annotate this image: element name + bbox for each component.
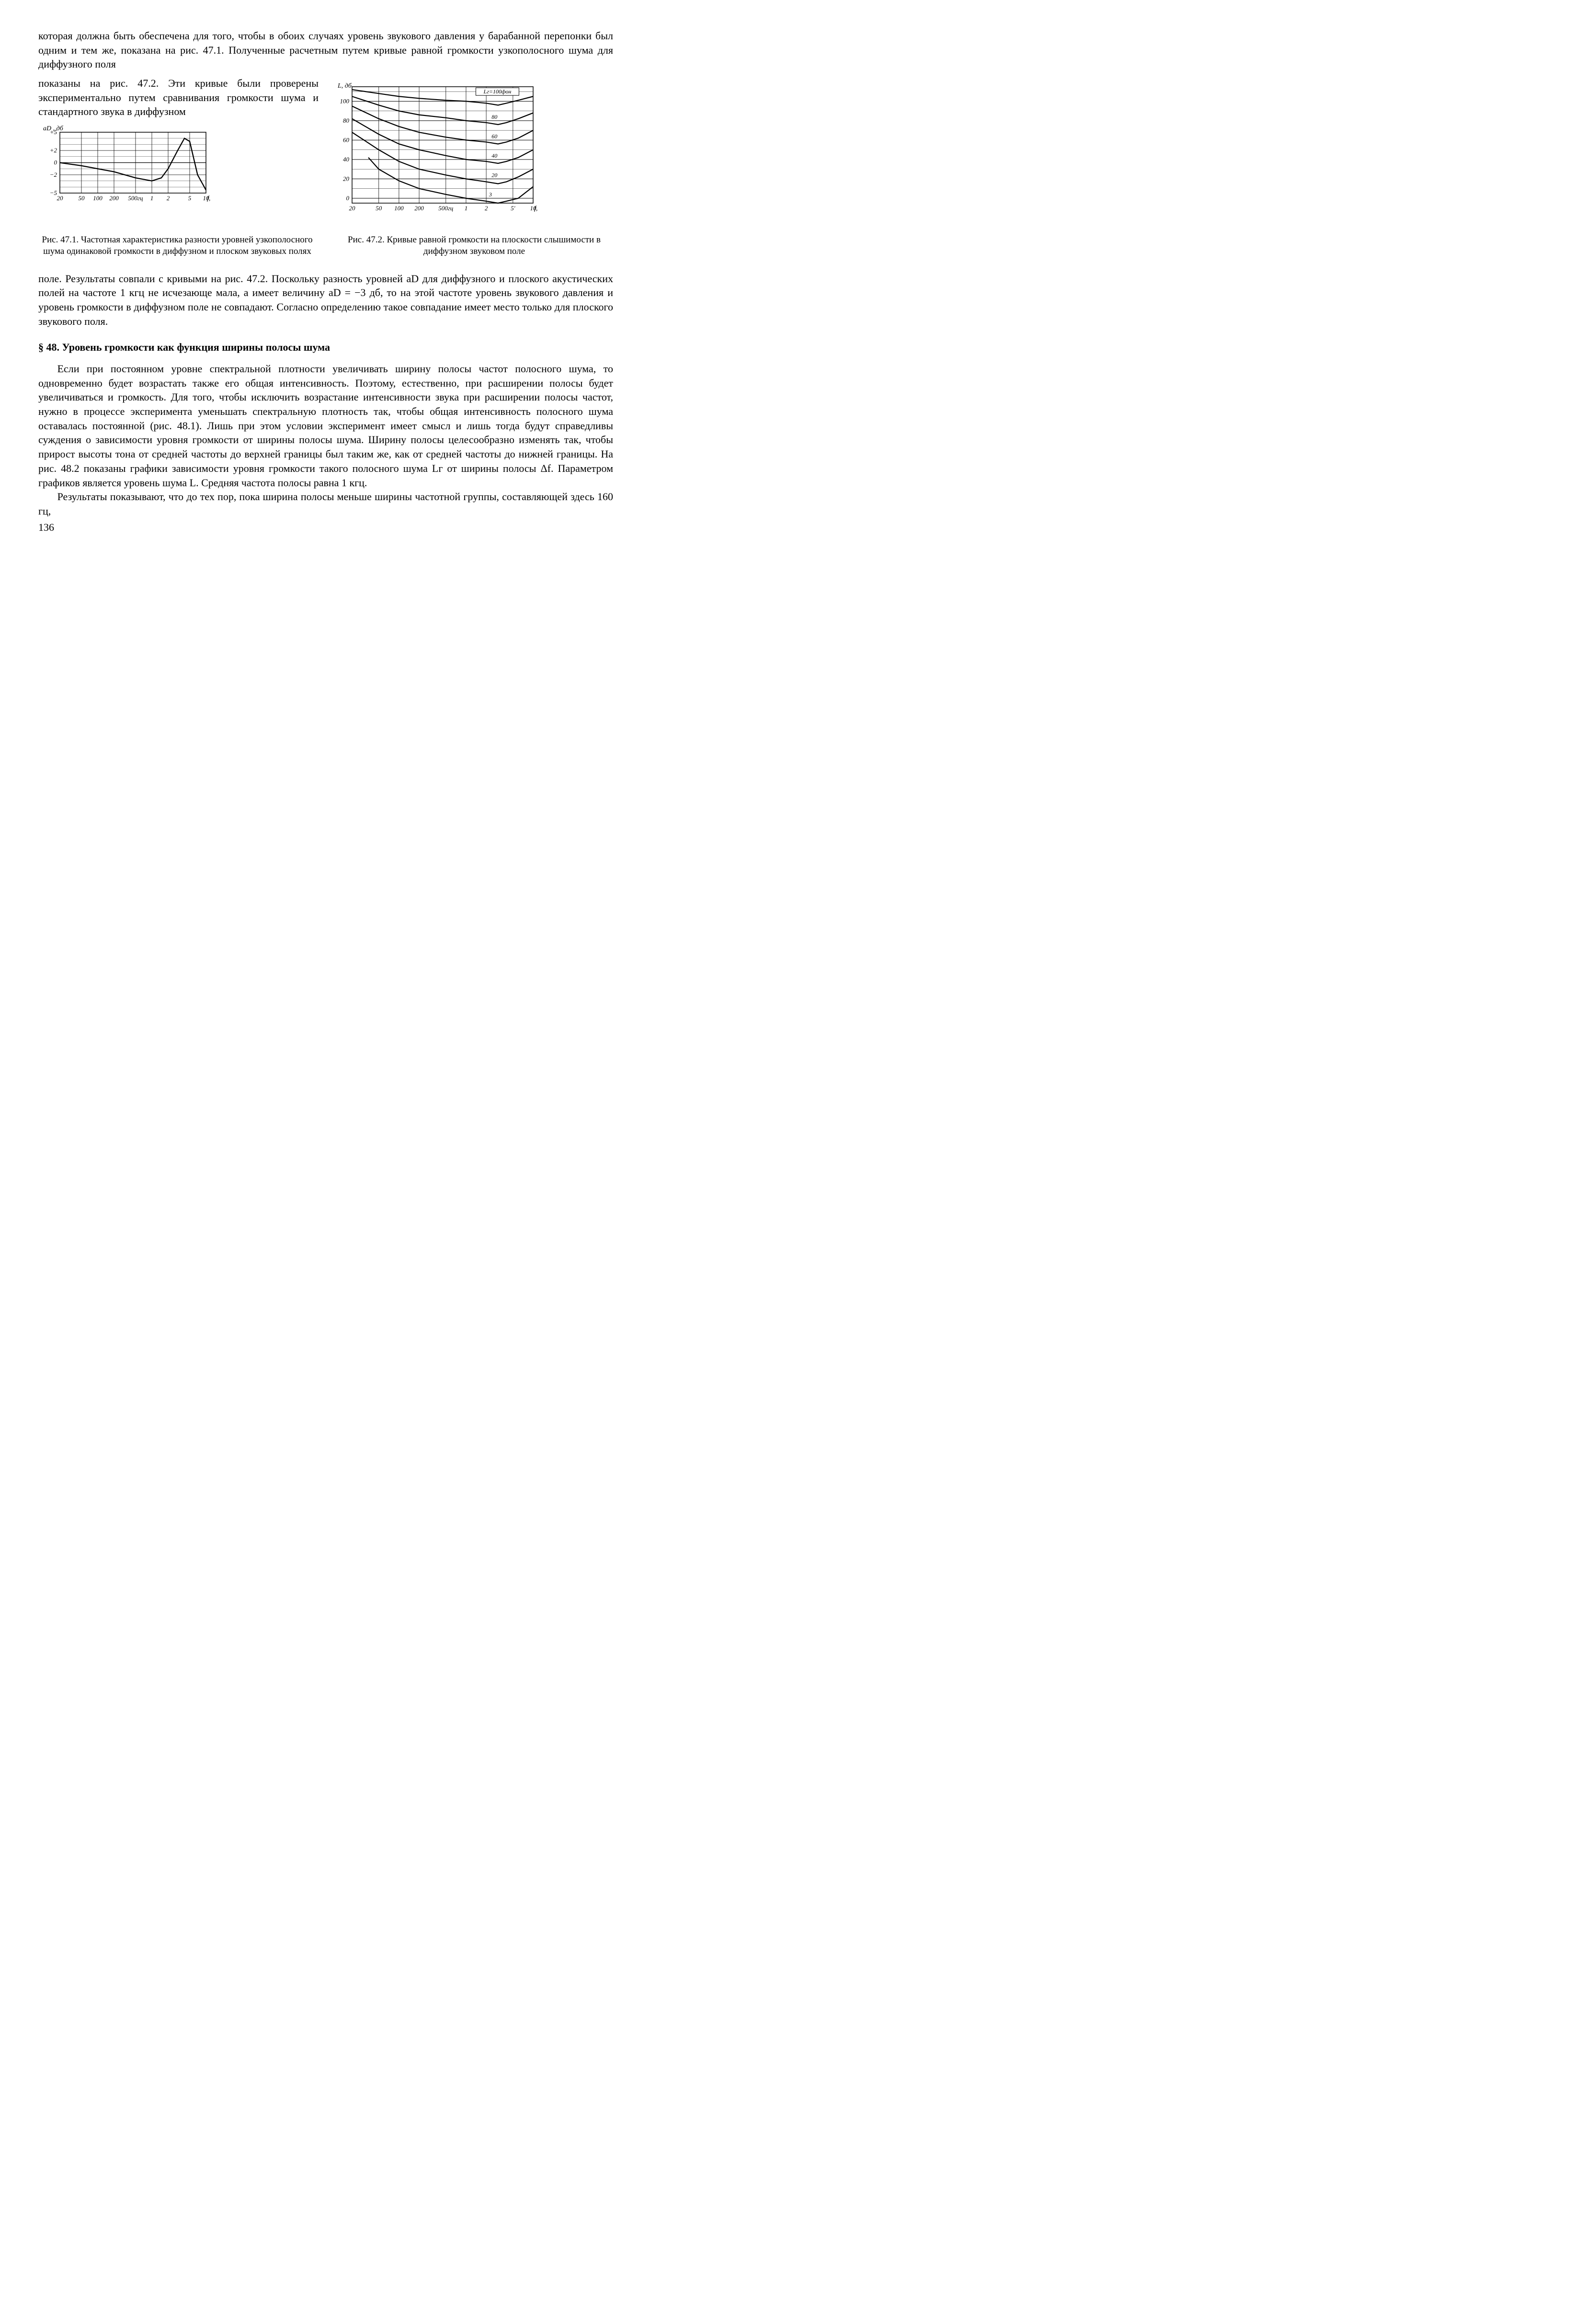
svg-text:f, кгц: f, кгц xyxy=(534,205,539,212)
chart-47-2-svg: L, дб0204060801002050100200500гц125'10f,… xyxy=(333,81,539,215)
svg-text:0: 0 xyxy=(54,159,57,166)
svg-text:100: 100 xyxy=(340,97,350,104)
body-paragraph: которая должна быть обеспечена для того,… xyxy=(38,29,613,71)
svg-text:50: 50 xyxy=(376,205,382,212)
svg-text:40: 40 xyxy=(343,156,350,163)
svg-text:L, дб: L, дб xyxy=(337,82,352,90)
svg-text:+2: +2 xyxy=(50,147,57,154)
page-number: 136 xyxy=(38,520,613,535)
svg-text:20: 20 xyxy=(491,172,497,178)
svg-text:−5: −5 xyxy=(50,189,57,196)
svg-text:500гц: 500гц xyxy=(438,205,454,212)
caption-row: Рис. 47.1. Частотная характеристика разн… xyxy=(38,225,613,262)
svg-text:200: 200 xyxy=(414,205,424,212)
svg-text:200: 200 xyxy=(109,195,119,202)
right-column: L, дб0204060801002050100200500гц125'10f,… xyxy=(333,76,613,215)
chart-47-1-svg: aD , дб−5−20+2+52050100200500гц12510f, к… xyxy=(38,124,211,205)
svg-text:40: 40 xyxy=(491,152,497,159)
svg-text:2: 2 xyxy=(167,195,170,202)
svg-text:+5: +5 xyxy=(50,128,57,136)
svg-text:0: 0 xyxy=(346,195,350,202)
svg-text:f, кгц: f, кгц xyxy=(207,195,211,202)
svg-text:1: 1 xyxy=(465,205,468,212)
svg-text:100: 100 xyxy=(394,205,404,212)
svg-text:80: 80 xyxy=(343,117,350,124)
svg-text:−2: −2 xyxy=(50,171,57,178)
body-paragraph: Результаты показывают, что до тех пор, п… xyxy=(38,490,613,518)
svg-text:50: 50 xyxy=(78,195,85,202)
svg-text:20: 20 xyxy=(349,205,356,212)
svg-text:20: 20 xyxy=(57,195,64,202)
figure-47-1: aD , дб−5−20+2+52050100200500гц12510f, к… xyxy=(38,124,319,205)
svg-text:100: 100 xyxy=(93,195,103,202)
svg-text:1: 1 xyxy=(150,195,154,202)
body-paragraph: поле. Результаты совпали с кривыми на ри… xyxy=(38,272,613,329)
svg-text:60: 60 xyxy=(491,133,497,139)
figure-47-2: L, дб0204060801002050100200500гц125'10f,… xyxy=(333,81,613,215)
svg-text:2: 2 xyxy=(485,205,488,212)
figure-row: показаны на рис. 47.2. Эти кривые были п… xyxy=(38,76,613,215)
svg-text:60: 60 xyxy=(343,136,350,143)
left-column: показаны на рис. 47.2. Эти кривые были п… xyxy=(38,76,319,205)
caption-47-2: Рис. 47.2. Кривые равной громкости на пл… xyxy=(335,234,613,257)
svg-text:3: 3 xyxy=(489,191,492,198)
body-paragraph: Если при постоянном уровне спектральной … xyxy=(38,362,613,490)
body-paragraph-side: показаны на рис. 47.2. Эти кривые были п… xyxy=(38,76,319,119)
section-heading: § 48. Уровень громкости как функция шири… xyxy=(38,340,613,355)
caption-47-1: Рис. 47.1. Частотная характеристика разн… xyxy=(38,234,316,257)
svg-text:20: 20 xyxy=(343,175,350,182)
svg-text:5: 5 xyxy=(188,195,192,202)
svg-text:80: 80 xyxy=(491,114,497,120)
svg-text:500гц: 500гц xyxy=(128,195,143,202)
svg-text:5': 5' xyxy=(511,205,515,212)
svg-text:Lг=100фон: Lг=100фон xyxy=(483,88,512,95)
